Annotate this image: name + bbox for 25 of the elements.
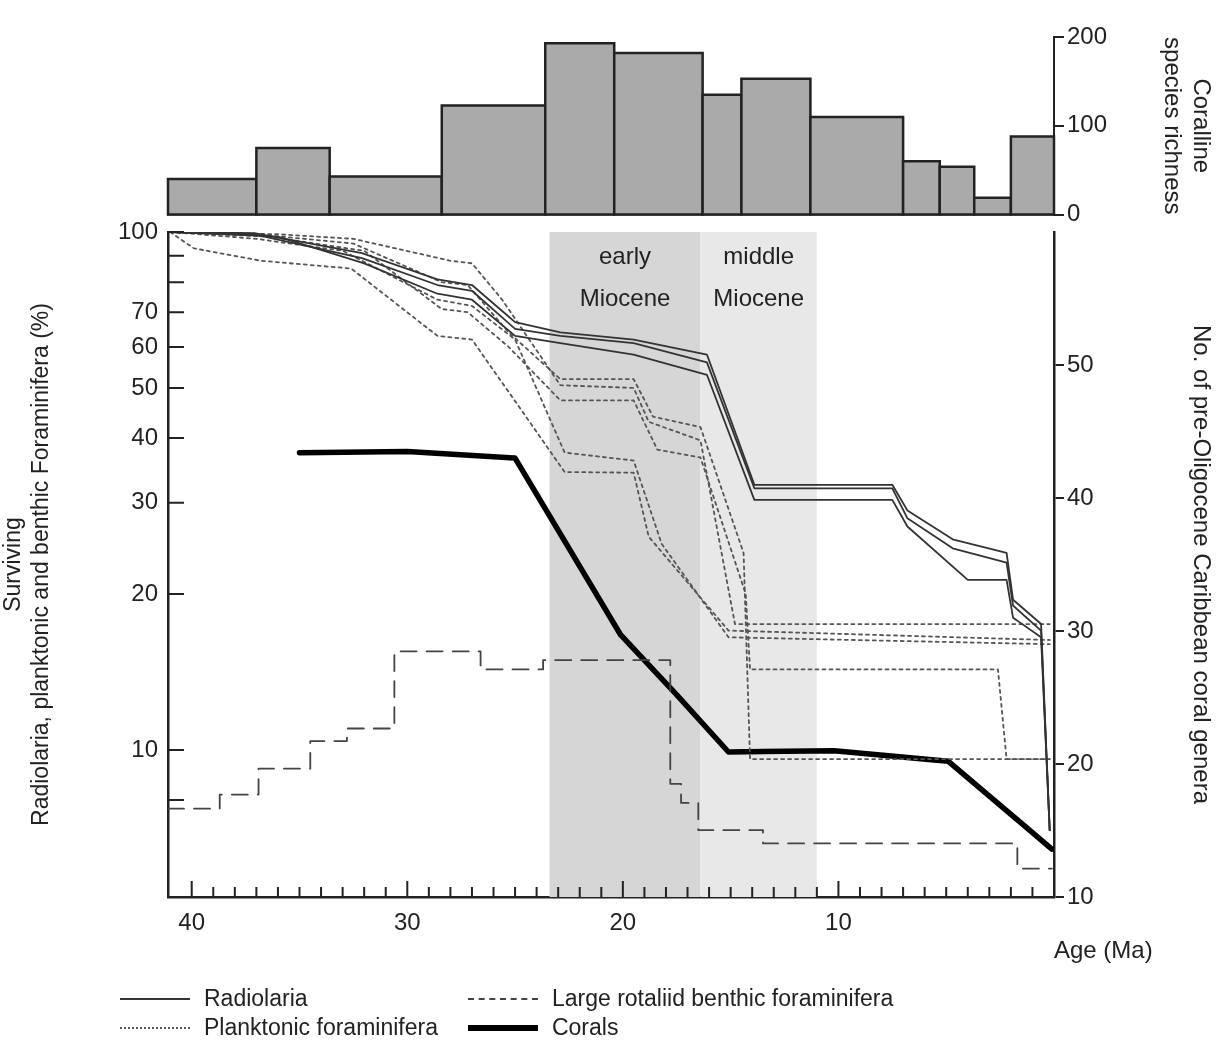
- y-tick-label: 60: [131, 331, 158, 359]
- band-label: middle Miocene: [713, 241, 805, 311]
- y-tick-label: 70: [131, 296, 158, 324]
- legend-label: Large rotaliid benthic foraminifera: [551, 985, 894, 1012]
- x-tick-label: 30: [393, 908, 421, 936]
- x-axis-title: Age (Ma): [1054, 936, 1153, 964]
- y-tick-label: 100: [1067, 110, 1108, 138]
- y-axis-title: Surviving Radiolaria, planktonic and benthic Foraminifera (%): [0, 303, 53, 826]
- legend-label: Planktonic foraminifera: [204, 1014, 438, 1041]
- band-label: early Miocene: [579, 241, 671, 311]
- legend-label: Radiolaria: [204, 985, 308, 1012]
- legend-label: Corals: [551, 1014, 619, 1041]
- y-tick-label: 100: [117, 216, 158, 244]
- y-axis-title: Coralline species richness: [1160, 37, 1216, 215]
- y-tick-label: 0: [1067, 199, 1081, 227]
- x-tick-label: 40: [178, 908, 206, 936]
- y-tick-label: 30: [131, 487, 158, 515]
- y-tick-label: 40: [131, 422, 158, 450]
- x-tick-label: 20: [609, 908, 637, 936]
- y-tick-label: 20: [131, 578, 158, 606]
- x-tick-label: 10: [825, 908, 852, 936]
- y-tick-label: 50: [131, 372, 158, 400]
- y2-axis-title: No. of pre-Oligocene Caribbean coral genera: [1188, 325, 1216, 805]
- y-tick-label: 200: [1067, 21, 1108, 49]
- y-tick-label: 10: [131, 734, 158, 762]
